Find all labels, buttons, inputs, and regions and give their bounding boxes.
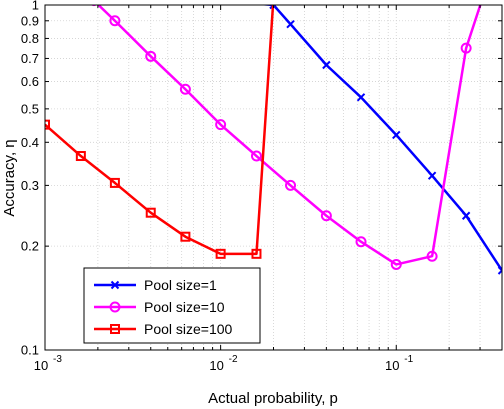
x-tick-exponent: -2	[229, 354, 238, 365]
tick-labels: 0.1 0.2 0.3 0.4 0.5 0.6 0.7 0.8 0.91 10 -3 10 -2 10 -1	[21, 0, 414, 373]
x-tick-label: 10	[209, 358, 223, 373]
x-tick-exponent: -3	[53, 354, 62, 365]
legend-marker	[110, 324, 120, 334]
legend-label: Pool size=100	[144, 321, 233, 337]
data-point	[270, 0, 278, 2]
data-point	[392, 130, 401, 140]
data-point	[109, 15, 121, 27]
legend-entry: Pool size=10	[94, 299, 225, 315]
data-point	[90, 5, 98, 7]
x-marker-stroke	[110, 280, 120, 290]
y-tick-label: 0.8	[21, 31, 39, 46]
data-point	[285, 179, 297, 191]
x-marker-stroke	[286, 19, 295, 29]
data-point	[355, 236, 367, 248]
y-tick-label: 0.3	[21, 178, 39, 193]
data-point	[109, 177, 120, 188]
series-line	[96, 5, 482, 266]
series-layer	[45, 0, 502, 275]
data-point	[286, 19, 295, 29]
data-point	[215, 119, 227, 131]
data-point	[461, 211, 471, 220]
data-point	[460, 42, 472, 54]
y-tick-label: 0.7	[21, 51, 39, 66]
legend-marker	[110, 280, 120, 290]
tick-marks	[44, 4, 503, 351]
legend-marker	[109, 301, 121, 313]
y-tick-label: 0.2	[21, 239, 39, 254]
y-tick-label: 0.1	[21, 343, 39, 358]
x-marker-stroke	[461, 211, 471, 220]
data-point	[145, 50, 157, 62]
data-point	[269, 5, 278, 10]
x-marker-stroke	[269, 5, 275, 10]
y-tick-label: 0.4	[21, 135, 39, 150]
data-point	[320, 210, 332, 222]
x-marker-stroke	[427, 171, 437, 180]
data-point	[426, 250, 438, 262]
x-marker-stroke	[392, 130, 401, 140]
legend-entry: Pool size=100	[94, 321, 233, 337]
data-point	[180, 231, 191, 242]
x-tick-label: 10	[385, 358, 399, 373]
data-point	[179, 83, 191, 95]
legend-box	[83, 267, 261, 344]
x-tick-exponent: -1	[404, 354, 413, 365]
x-axis-label: Actual probability, p	[208, 390, 338, 407]
x-marker-stroke	[322, 60, 331, 70]
legend-label: Pool size=10	[144, 299, 225, 315]
series-pool-size-100	[45, 0, 278, 259]
data-point	[427, 171, 437, 180]
y-axis-label: Accuracy, η	[1, 139, 18, 216]
y-tick-label: 0.6	[21, 74, 39, 89]
data-point	[250, 150, 262, 162]
data-point	[215, 248, 226, 259]
series-pool-size-1	[257, 5, 502, 275]
data-point	[251, 248, 262, 259]
legend-label: Pool size=1	[144, 277, 217, 293]
data-point	[75, 151, 86, 162]
data-point	[390, 258, 402, 270]
series-line	[45, 5, 275, 256]
y-tick-label: 0.5	[21, 101, 39, 116]
series-pool-size-10	[90, 5, 482, 270]
data-point	[356, 93, 366, 102]
data-point	[145, 207, 156, 218]
y-tick-label: 0.9	[21, 13, 39, 28]
x-marker-stroke	[497, 266, 502, 272]
x-marker-stroke	[356, 93, 366, 102]
data-point	[45, 119, 50, 130]
data-point	[322, 60, 331, 70]
x-marker-stroke	[272, 5, 278, 10]
x-marker-stroke	[497, 269, 502, 275]
data-point	[497, 266, 502, 275]
x-tick-label: 10	[34, 358, 48, 373]
legend-entry: Pool size=1	[94, 277, 217, 293]
legend: Pool size=1 Pool size=10 Pool size=100	[83, 267, 261, 344]
y-tick-label: 1	[32, 0, 39, 13]
